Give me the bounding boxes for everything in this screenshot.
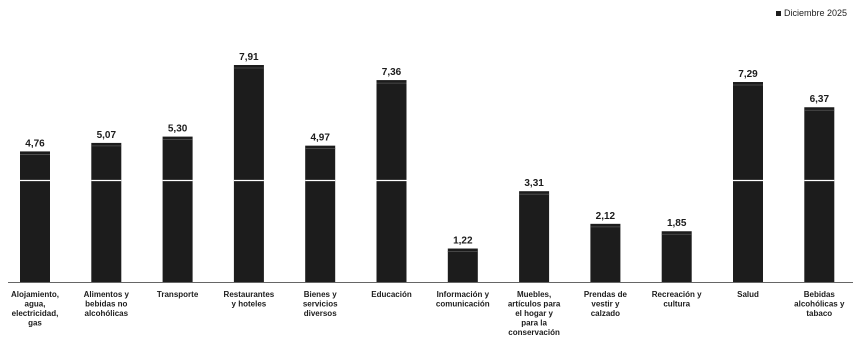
category-label-line: Bebidas xyxy=(804,290,836,299)
category-label-line: artículos para xyxy=(508,300,561,309)
category-label-line: cultura xyxy=(663,300,690,309)
category-label: Salud xyxy=(737,290,759,299)
bar xyxy=(733,82,763,282)
category-label-line: Educación xyxy=(371,290,412,299)
category-label-line: gas xyxy=(28,319,42,328)
bar xyxy=(162,136,193,282)
bar xyxy=(590,223,621,282)
category-label-line: Alimentos y xyxy=(84,290,130,299)
category-label-line: Muebles, xyxy=(517,290,551,299)
bar xyxy=(661,231,692,282)
bar-value-label: 7,91 xyxy=(239,52,259,63)
bar-value-label: 7,29 xyxy=(738,69,758,80)
category-label: Educación xyxy=(371,290,412,299)
category-label: Información y comunicación xyxy=(436,290,490,309)
category-label: Recreación y cultura xyxy=(652,290,702,309)
category-label-line: el hogar y xyxy=(515,309,553,318)
category-label-line: Recreación y xyxy=(652,290,702,299)
category-label-line: bebidas no xyxy=(85,300,127,309)
category-label-line: para la xyxy=(521,319,547,328)
category-label-line: calzado xyxy=(591,309,620,318)
category-label: Bebidas alcohólicas y tabaco xyxy=(794,290,845,318)
category-label: Transporte xyxy=(157,290,199,299)
legend-swatch xyxy=(775,10,781,16)
bar-value-label: 7,36 xyxy=(382,67,402,78)
bar xyxy=(804,107,835,282)
category-label-line: Alojamiento, xyxy=(11,290,59,299)
bar xyxy=(20,151,50,282)
bar-value-label: 5,07 xyxy=(97,130,117,141)
category-label-line: conservación xyxy=(508,328,560,337)
category-label-line: diversos xyxy=(304,309,337,318)
category-label-line: electricidad, xyxy=(12,309,59,318)
bar xyxy=(233,65,264,282)
category-label: Alojamiento, agua, electricidad, gas xyxy=(11,290,59,328)
bar-value-label: 5,30 xyxy=(168,124,188,135)
category-label-line: agua, xyxy=(25,300,46,309)
category-label: Bienes y servicios diversos xyxy=(303,290,338,318)
legend: Diciembre 2025 xyxy=(775,8,847,18)
category-label-line: Transporte xyxy=(157,290,199,299)
category-label-line: comunicación xyxy=(436,300,490,309)
bar-value-label: 1,22 xyxy=(453,236,473,247)
category-label: Muebles, artículos para el hogar y para la c… xyxy=(508,290,561,337)
bar-value-label: 2,12 xyxy=(596,211,616,222)
bar xyxy=(447,248,478,282)
category-label: Restaurantes y hoteles xyxy=(224,290,275,309)
bar-value-label: 4,76 xyxy=(25,138,45,149)
category-label: Alimentos y bebidas no alcohólicas xyxy=(84,290,130,318)
category-label-line: Restaurantes xyxy=(224,290,275,299)
category-label-line: Prendas de xyxy=(584,290,628,299)
category-label-line: vestir y xyxy=(591,300,620,309)
bar xyxy=(305,145,336,282)
category-label-line: alcohólicas y xyxy=(794,300,845,309)
category-label-line: Información y xyxy=(437,290,490,299)
category-label-line: alcohólicas xyxy=(85,309,129,318)
bar xyxy=(519,191,550,282)
bar xyxy=(91,142,122,282)
category-label-line: Bienes y xyxy=(304,290,337,299)
legend-label: Diciembre 2025 xyxy=(783,8,847,18)
category-label: Prendas de vestir y calzado xyxy=(584,290,628,318)
category-label-line: Salud xyxy=(737,290,759,299)
bar-value-label: 3,31 xyxy=(524,178,544,189)
bar-value-label: 6,37 xyxy=(810,94,830,105)
bar-value-label: 4,97 xyxy=(310,133,330,144)
category-label-line: servicios xyxy=(303,300,338,309)
category-label-line: tabaco xyxy=(806,309,832,318)
bar-value-label: 1,85 xyxy=(667,218,687,229)
category-label-line: y hoteles xyxy=(232,300,267,309)
